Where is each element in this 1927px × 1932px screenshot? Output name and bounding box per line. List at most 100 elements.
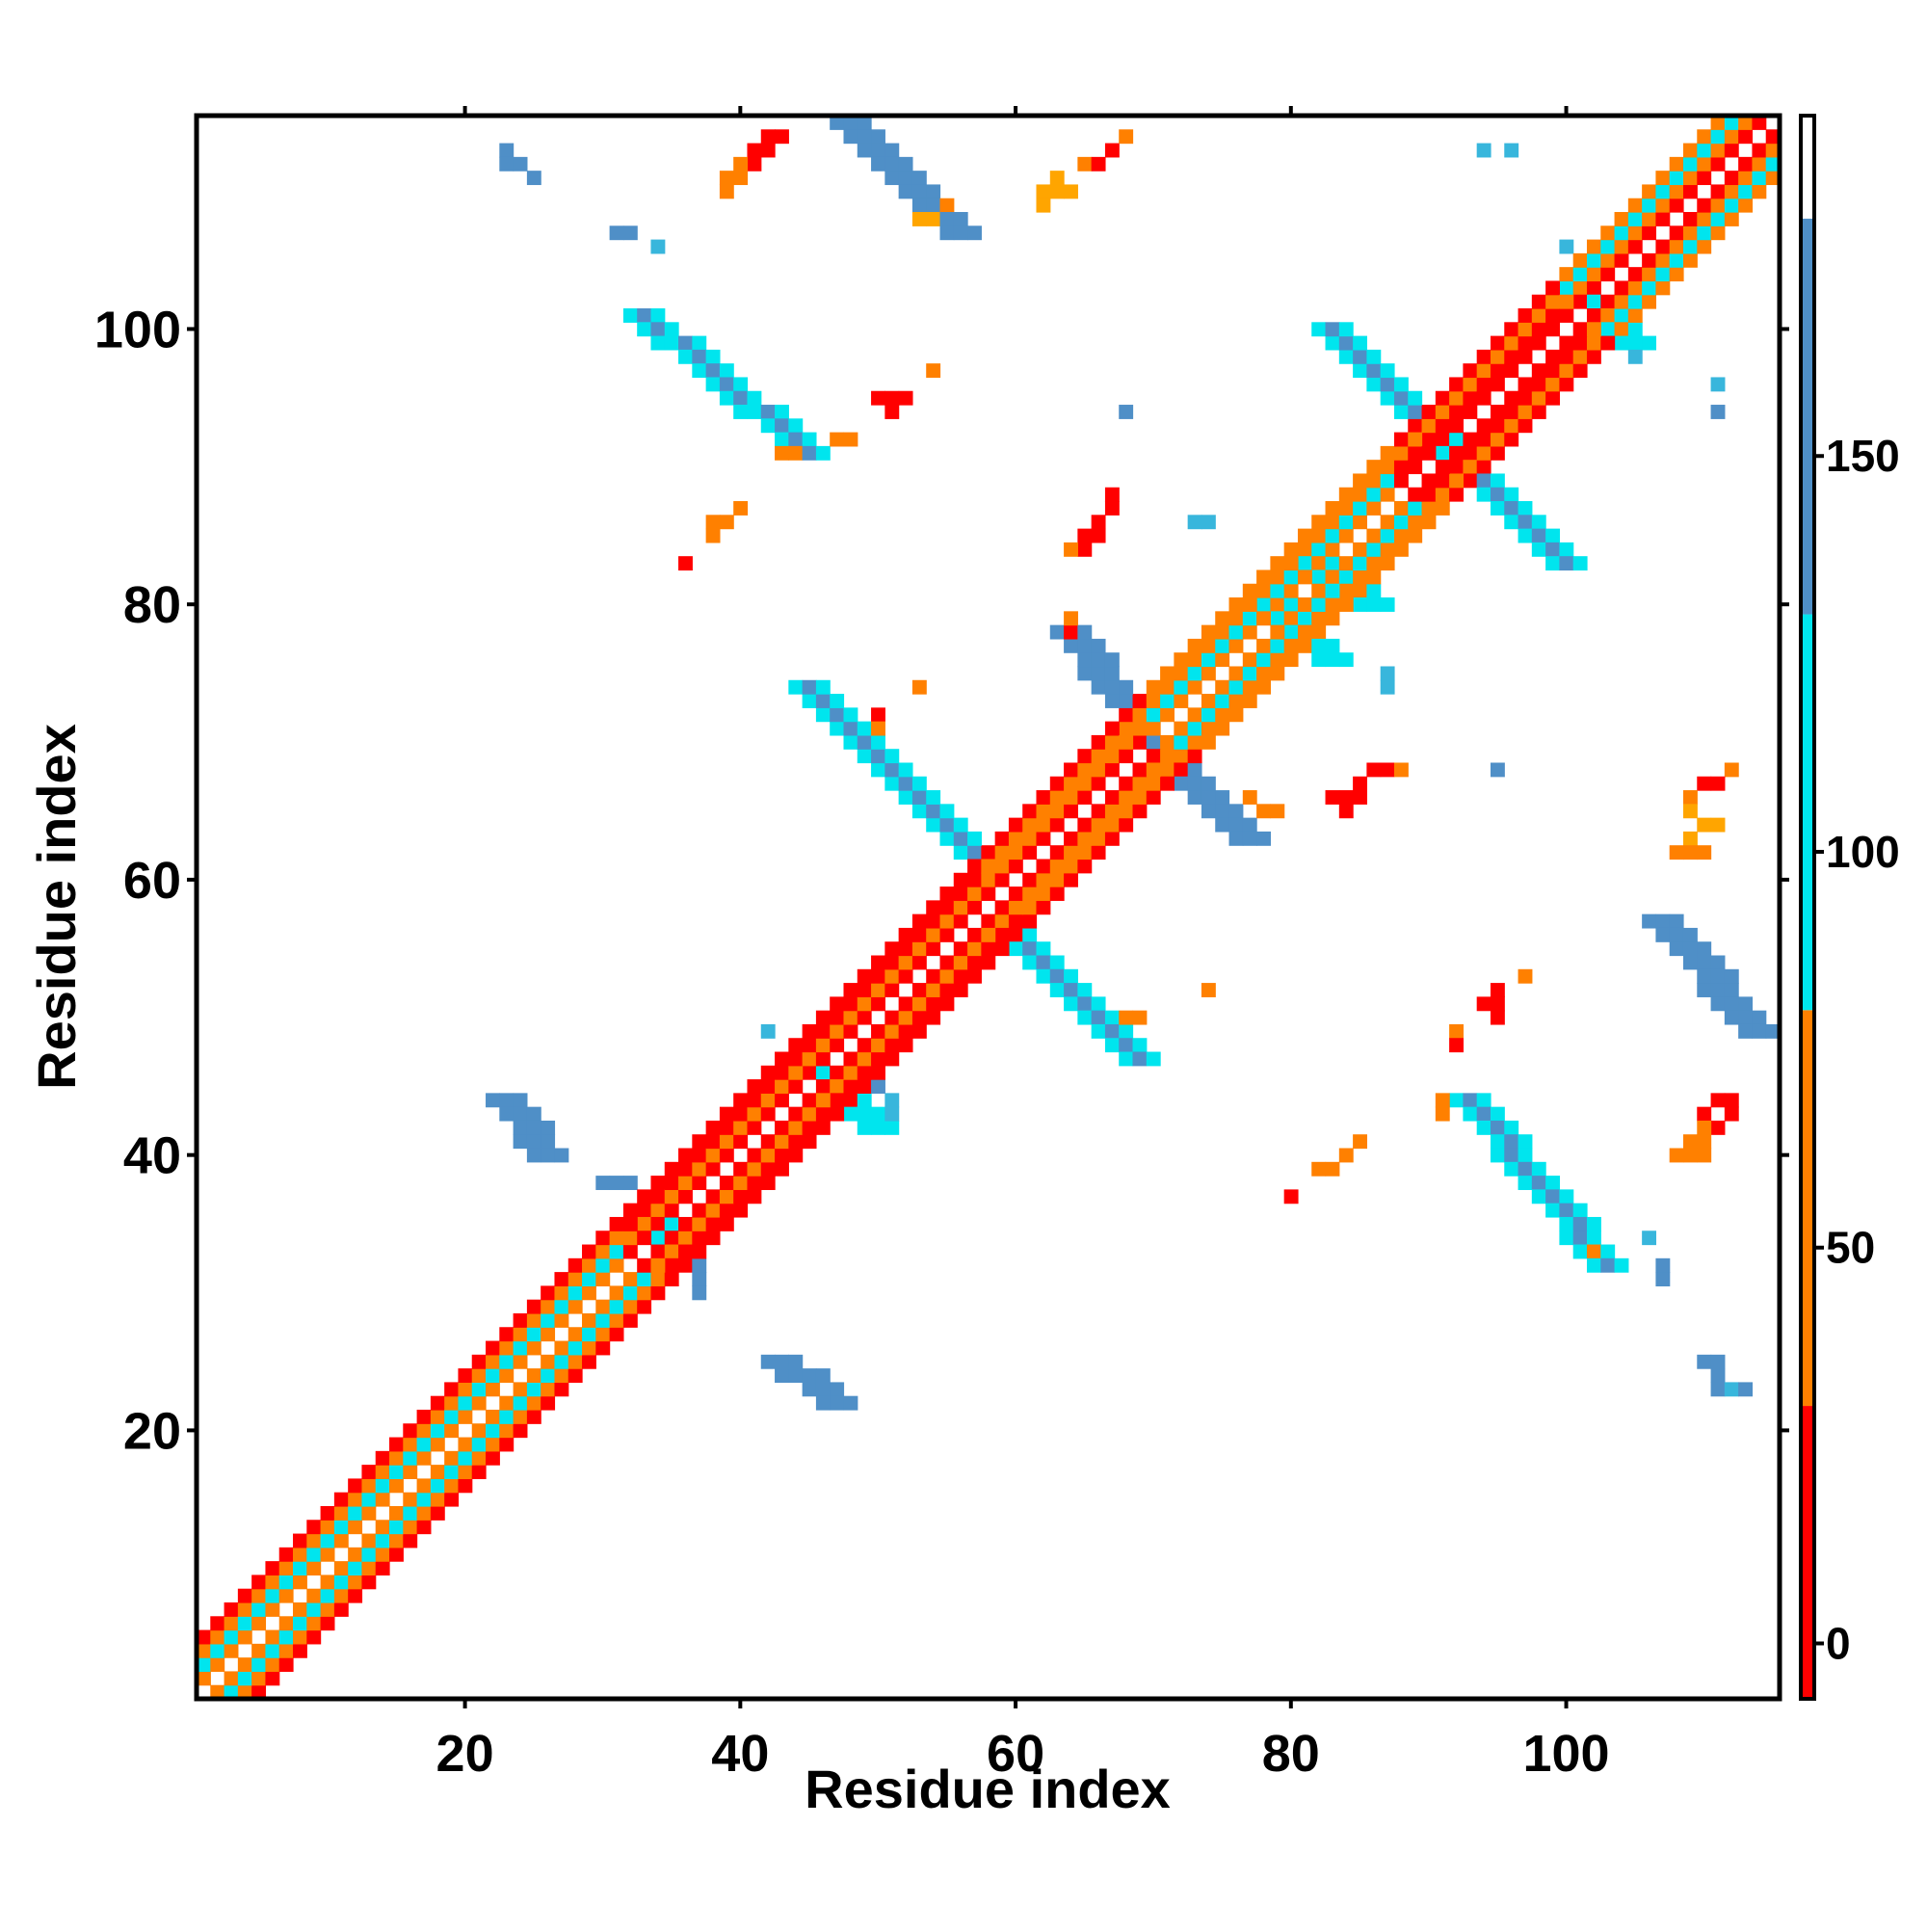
heatmap-cell <box>802 1368 817 1383</box>
heatmap-cell <box>678 349 693 364</box>
heatmap-cell <box>857 721 872 736</box>
heatmap-cell <box>1380 762 1395 778</box>
heatmap-cell <box>1091 776 1106 791</box>
heatmap-cell <box>747 143 762 158</box>
heatmap-cell <box>1710 116 1726 130</box>
heatmap-cell <box>1215 694 1230 708</box>
heatmap-cell <box>815 1093 831 1108</box>
heatmap-cell <box>265 1575 280 1590</box>
heatmap-cell <box>1682 156 1698 172</box>
heatmap-cell <box>1353 1134 1367 1150</box>
heatmap-cell <box>361 1492 377 1507</box>
heatmap-cell <box>1421 487 1437 502</box>
heatmap-cell <box>416 1505 432 1521</box>
heatmap-cell <box>541 1368 556 1383</box>
colorbar-tick-label: 150 <box>1826 431 1900 481</box>
heatmap-cell <box>609 1216 624 1231</box>
heatmap-cell <box>1724 198 1739 213</box>
heatmap-cell <box>1366 487 1382 502</box>
heatmap-cell <box>1531 390 1546 406</box>
heatmap-cell <box>1242 679 1257 695</box>
heatmap-cell <box>1187 666 1202 681</box>
heatmap-cell <box>1228 694 1244 708</box>
heatmap-cell <box>1738 1382 1754 1397</box>
heatmap-cell <box>1682 845 1698 860</box>
heatmap-cell <box>1682 225 1698 241</box>
heatmap-cell <box>1738 1023 1754 1039</box>
heatmap-cell <box>692 1134 707 1150</box>
heatmap-cell <box>1119 804 1134 819</box>
heatmap-cell <box>224 1643 239 1658</box>
heatmap-cell <box>486 1382 500 1397</box>
heatmap-cell <box>747 405 762 419</box>
heatmap-cell <box>775 1134 789 1150</box>
heatmap-cell <box>650 1257 666 1273</box>
heatmap-cell <box>857 129 872 145</box>
heatmap-cell <box>582 1340 596 1356</box>
heatmap-cell <box>1132 1010 1148 1025</box>
heatmap-cell <box>705 1203 721 1218</box>
heatmap-cell <box>1325 1161 1340 1177</box>
heatmap-cell <box>898 184 913 199</box>
heatmap-cell <box>1682 239 1698 254</box>
heatmap-cell <box>967 968 982 984</box>
heatmap-cell <box>815 1038 831 1053</box>
heatmap-cell <box>1738 171 1754 186</box>
heatmap-cell <box>1215 721 1230 736</box>
heatmap-cell <box>1765 1023 1781 1039</box>
heatmap-cell <box>1682 927 1698 942</box>
heatmap-cell <box>775 405 789 419</box>
heatmap-cell <box>1545 1203 1561 1218</box>
heatmap-cell <box>926 804 941 819</box>
heatmap-cell <box>554 1368 569 1383</box>
heatmap-cell <box>1504 405 1519 419</box>
heatmap-cell <box>1064 968 1078 984</box>
heatmap-cell <box>898 1038 913 1053</box>
heatmap-cell <box>293 1601 307 1617</box>
heatmap-cell <box>1036 872 1051 887</box>
heatmap-cell <box>1201 652 1216 668</box>
heatmap-cell <box>1393 501 1409 516</box>
heatmap-cell <box>513 1340 528 1356</box>
heatmap-cell <box>815 694 831 708</box>
heatmap-cell <box>939 804 955 819</box>
heatmap-cell <box>1531 1176 1546 1190</box>
heatmap-cell <box>1146 721 1161 736</box>
heatmap-cell <box>719 184 734 199</box>
heatmap-cell <box>775 1161 789 1177</box>
heatmap-cell <box>953 955 968 970</box>
heatmap-cell <box>705 363 721 379</box>
heatmap-cell <box>1669 845 1684 860</box>
heatmap-cell <box>911 941 927 957</box>
heatmap-cell <box>911 927 927 942</box>
heatmap-cell <box>664 1231 679 1246</box>
heatmap-cell <box>815 707 831 723</box>
heatmap-cell <box>458 1409 473 1424</box>
heatmap-cell <box>1338 790 1354 805</box>
colorbar-frame <box>1799 114 1816 1701</box>
heatmap-cell <box>513 1327 528 1342</box>
heatmap-cell <box>582 1272 596 1286</box>
heatmap-cell <box>361 1465 377 1480</box>
heatmap-cell <box>403 1505 418 1521</box>
heatmap-cell <box>1682 831 1698 846</box>
heatmap-cell <box>1408 460 1423 475</box>
heatmap-cell <box>1256 569 1271 585</box>
heatmap-cell <box>1132 694 1148 708</box>
heatmap-cell <box>416 1409 432 1424</box>
heatmap-cell <box>458 1450 473 1466</box>
heatmap-cell <box>1518 349 1533 364</box>
heatmap-cell <box>265 1643 280 1658</box>
heatmap-cell <box>1132 776 1148 791</box>
heatmap-cell <box>1504 432 1519 447</box>
heatmap-cell <box>1724 1010 1739 1025</box>
heatmap-cell <box>471 1354 487 1369</box>
heatmap-cell <box>1655 1257 1671 1273</box>
heatmap-cell <box>1559 363 1574 379</box>
heatmap-cell <box>1077 831 1093 846</box>
heatmap-cell <box>361 1547 377 1562</box>
heatmap-cell <box>1435 460 1450 475</box>
heatmap-cell <box>1697 955 1712 970</box>
heatmap-cell <box>815 1010 831 1025</box>
heatmap-cell <box>939 887 955 901</box>
